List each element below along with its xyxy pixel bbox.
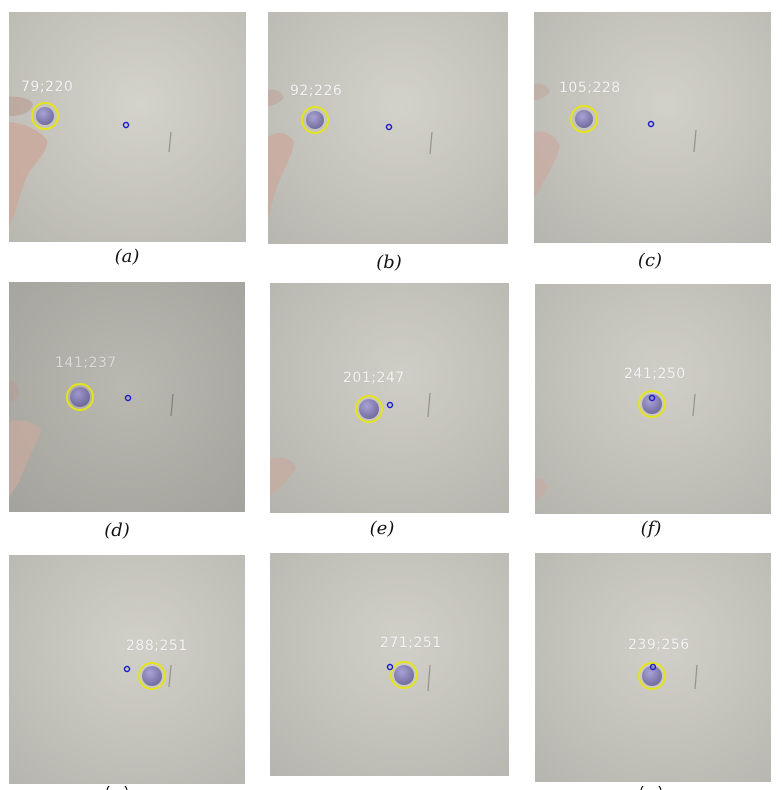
detection-circle [138,662,166,690]
ball [36,107,54,125]
photo-panel-g: 288;251 [9,555,245,784]
caption-fragment [640,785,662,790]
scene [268,12,508,244]
ball [142,666,162,686]
caption-e: (e) [369,518,395,539]
target-marker [122,121,130,129]
ball [70,387,90,407]
caption-a: (a) [114,246,140,267]
coordinate-label: 105;228 [559,80,621,96]
coordinate-label: 288;251 [126,638,188,654]
ball [306,111,324,129]
scene [9,282,245,512]
hand-shape [534,131,560,198]
detection-circle [638,662,666,690]
scene [270,553,509,776]
photo-panel-c: 105;228 [534,12,771,243]
target-marker [648,394,656,402]
ball [575,110,593,128]
caption-g-partial [105,781,129,790]
caption-fragment [106,785,128,790]
scene [535,284,771,514]
photo-panel-h: 271;251 [270,553,509,776]
photo-panel-a: 79;220 [9,12,246,242]
target-marker [385,123,393,131]
detection-circle [390,661,418,689]
detection-circle [66,383,94,411]
target-marker [386,663,394,671]
photo-panel-f: 241;250 [535,284,771,514]
photo-panel-b: 92;226 [268,12,508,244]
scene [534,12,771,243]
target-marker [386,401,394,409]
ball [642,666,662,686]
coordinate-label: 241;250 [624,366,686,382]
target-marker [647,120,655,128]
photo-panel-d: 141;237 [9,282,245,512]
hand-shape [268,132,294,217]
coordinate-label: 201;247 [343,370,405,386]
caption-b: (b) [376,252,402,273]
photo-panel-i: 239;256 [535,553,771,782]
coordinate-label: 92;226 [290,83,343,99]
target-marker [649,663,657,671]
scene [270,283,509,513]
coordinate-label: 271;251 [380,635,442,651]
target-marker [124,394,132,402]
ball [642,394,662,414]
ball [394,665,414,685]
scene [535,553,771,782]
caption-i-partial [639,781,663,790]
hand-shape [9,420,41,497]
detection-circle [355,395,383,423]
target-marker [123,665,131,673]
scene [9,12,246,242]
coordinate-label: 79;220 [21,79,74,95]
photo-panel-e: 201;247 [270,283,509,513]
detection-circle [638,390,666,418]
detection-circle [570,105,598,133]
scene [9,555,245,784]
hand-shape [9,122,48,227]
hand-shape [270,457,296,495]
detection-circle [301,106,329,134]
coordinate-label: 239;256 [628,637,690,653]
ball [359,399,379,419]
detection-circle [31,102,59,130]
hand-shape [535,478,547,502]
caption-c: (c) [637,250,663,271]
coordinate-label: 141;237 [55,355,117,371]
caption-d: (d) [104,520,130,541]
caption-f: (f) [640,518,662,539]
